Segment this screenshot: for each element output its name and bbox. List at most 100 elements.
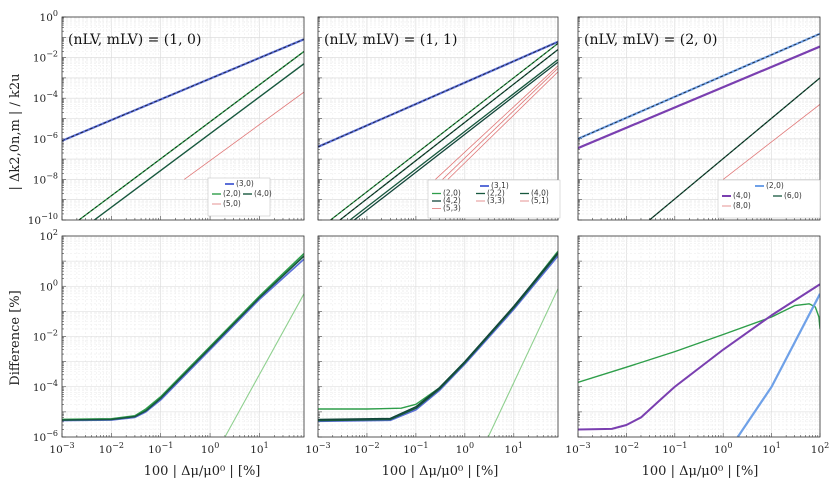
series-line-40 (93, 63, 304, 220)
x-tick-label: 100 (201, 441, 219, 456)
panel-bottom-3: 10−3 10−2 10−1 100 101 102 (565, 235, 829, 456)
series-dash-overlay (78, 51, 304, 220)
legend-entry: (2,0) (443, 189, 461, 198)
x-tick-label: 101 (250, 441, 268, 456)
y-tick-label: 10−10 (28, 212, 58, 227)
legend-entry: (3,1) (491, 181, 509, 190)
y-tick-label: 100 (40, 9, 58, 24)
plot-frame (61, 16, 305, 221)
legend-entry: (5,0) (223, 199, 241, 208)
x-tick-label: 102 (811, 441, 829, 456)
series-line-40 (349, 59, 558, 220)
panel-top-3: (nLV, mLV) = (2, 0) (2,0) (4,0) (6,0) (8,0) (577, 16, 821, 221)
series-line-40 (578, 45, 820, 150)
series-line-31 (318, 255, 558, 423)
series-line-33 (435, 65, 558, 180)
series-group (318, 250, 558, 437)
legend-entry: (8,0) (733, 201, 751, 210)
x-tick-label: 100 (714, 441, 732, 456)
series-line-51 (442, 67, 558, 180)
plot-frame (577, 235, 821, 438)
y-tick-label: 10−6 (33, 131, 58, 146)
series-dash-overlay (649, 77, 820, 220)
series-group (578, 32, 820, 220)
x-tick-label: 101 (505, 441, 523, 456)
legend-box (717, 179, 821, 219)
x-axis-label-col3: 100 | Δμ/μ0⁰ | [%] (642, 464, 759, 479)
x-tick-label: 10−1 (148, 441, 173, 456)
series-group (578, 283, 820, 437)
y-tick-label: 100 (40, 278, 58, 293)
legend-entry: (2,0) (223, 189, 241, 198)
plot-frame (317, 16, 559, 221)
series-line-42 (353, 61, 558, 220)
series-dash-overlay (318, 41, 558, 148)
series-line-80 (722, 103, 820, 180)
series-line-30 (62, 258, 304, 422)
legend-entry: (4,2) (443, 196, 461, 205)
panel-title: (nLV, mLV) = (2, 0) (584, 32, 717, 48)
panel-bottom-1: 10−6 10−4 10−2 100 102 10−3 10−2 10−1 100 101 (33, 228, 305, 456)
legend-box (427, 179, 561, 219)
x-axis-label-col1: 100 | Δμ/μ0⁰ | [%] (144, 464, 261, 479)
y-tick-label: 10−6 (33, 429, 58, 444)
y-tick-label: 10−2 (33, 50, 58, 65)
series-line-22 (318, 253, 558, 422)
series-line-50 (184, 91, 304, 180)
bottom-y-axis-label: Difference [%] (8, 290, 23, 385)
panel-title: (nLV, mLV) = (1, 1) (324, 32, 457, 48)
y-tick-label: 10−4 (33, 379, 58, 394)
series-line-40 (578, 283, 820, 431)
series-group (62, 38, 304, 220)
legend-box (207, 177, 271, 217)
series-line-60 (736, 293, 820, 437)
legend-entry: (4,0) (531, 189, 549, 198)
panel-top-1: 10−10 10−8 10−6 10−4 10−2 100 (nLV, mLV) = (1,… (28, 9, 305, 227)
plot-frame (61, 235, 305, 438)
series-line-50 (224, 293, 304, 437)
series-line-20 (318, 250, 558, 410)
x-tick-label: 10−3 (49, 441, 74, 456)
x-tick-label: 10−3 (565, 441, 590, 456)
series-line-40 (318, 252, 558, 421)
legend-entry: (4,0) (254, 189, 272, 198)
x-tick-label: 10−3 (305, 441, 330, 456)
plot-frame (317, 235, 559, 438)
x-tick-label: 10−1 (662, 441, 687, 456)
y-tick-label: 10−2 (33, 329, 58, 344)
series-dash-overlay (339, 49, 558, 220)
series-group (62, 252, 304, 437)
panel-title: (nLV, mLV) = (1, 0) (68, 32, 201, 48)
x-tick-label: 10−2 (99, 441, 124, 456)
x-tick-label: 10−2 (354, 441, 379, 456)
legend-entry: (2,0) (766, 181, 784, 190)
series-line-53 (447, 71, 558, 180)
series-line-20 (578, 303, 820, 383)
legend-entry: (2,2) (487, 189, 505, 198)
x-tick-label: 10−2 (614, 441, 639, 456)
y-tick-label: 102 (40, 228, 58, 243)
series-dash-overlay (62, 38, 304, 142)
legend-entry: (4,0) (733, 191, 751, 200)
x-tick-label: 10−1 (403, 441, 428, 456)
plot-frame (577, 16, 821, 221)
series-dash-overlay (578, 33, 820, 140)
legend-entry: (5,3) (443, 204, 461, 213)
x-tick-label: 100 (456, 441, 474, 456)
y-tick-label: 10−8 (33, 171, 58, 186)
x-axis-label-col2: 100 | Δμ/μ0⁰ | [%] (382, 464, 499, 479)
series-line-51 (487, 288, 558, 437)
x-tick-label: 101 (762, 441, 780, 456)
series-line-40 (62, 255, 304, 421)
legend-entry: (3,3) (487, 196, 505, 205)
legend-entry: (5,1) (531, 196, 549, 205)
top-y-axis-label: | Δk2,0n,m | / k2u (8, 74, 23, 191)
y-tick-label: 10−4 (33, 90, 58, 105)
legend-entry: (6,0) (784, 191, 802, 200)
panel-top-2: (nLV, mLV) = (1, 1)(3,1)(2,0) (2,2) (4,0)(… (317, 16, 561, 221)
panel-bottom-2: 10−3 10−2 10−1 100 101 (305, 235, 559, 456)
series-dash-overlay (330, 43, 558, 220)
legend-entry: (3,0) (236, 179, 254, 188)
series-group (318, 40, 558, 220)
